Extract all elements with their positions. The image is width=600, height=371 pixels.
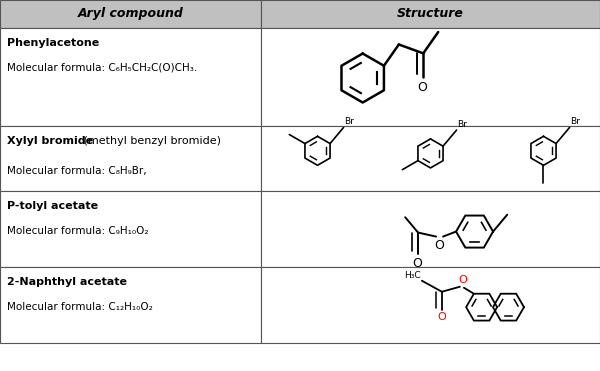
Text: Xylyl bromide: Xylyl bromide: [7, 136, 93, 146]
Text: Aryl compound: Aryl compound: [77, 7, 184, 20]
Bar: [0, 28, 261, 126]
Bar: [0, 0, 261, 28]
Text: O: O: [412, 257, 422, 270]
Text: Molecular formula: C₈H₉Br,: Molecular formula: C₈H₉Br,: [7, 166, 146, 176]
Bar: [261, 0, 600, 28]
Text: O: O: [437, 312, 446, 322]
Text: O: O: [458, 275, 467, 285]
Text: H₃C: H₃C: [404, 271, 421, 280]
Bar: [0, 267, 261, 343]
Text: P-tolyl acetate: P-tolyl acetate: [7, 201, 98, 211]
Bar: [261, 126, 600, 191]
Text: Br: Br: [344, 117, 355, 126]
Text: Br: Br: [458, 119, 467, 129]
Bar: [261, 28, 600, 126]
Text: O: O: [418, 81, 427, 94]
Bar: [0, 126, 261, 191]
Text: O: O: [434, 239, 445, 252]
Bar: [261, 191, 600, 267]
Text: (methyl benzyl bromide): (methyl benzyl bromide): [80, 136, 221, 146]
Text: Molecular formula: C₁₂H₁₀O₂: Molecular formula: C₁₂H₁₀O₂: [7, 302, 153, 312]
Text: 2-Naphthyl acetate: 2-Naphthyl acetate: [7, 277, 127, 287]
Text: Structure: Structure: [397, 7, 464, 20]
Bar: [261, 267, 600, 343]
Bar: [0, 191, 261, 267]
Text: Molecular formula: C₆H₅CH₂C(O)CH₃.: Molecular formula: C₆H₅CH₂C(O)CH₃.: [7, 63, 197, 73]
Text: Molecular formula: C₉H₁₀O₂: Molecular formula: C₉H₁₀O₂: [7, 226, 149, 236]
Text: Br: Br: [571, 117, 580, 126]
Text: Phenylacetone: Phenylacetone: [7, 38, 99, 48]
